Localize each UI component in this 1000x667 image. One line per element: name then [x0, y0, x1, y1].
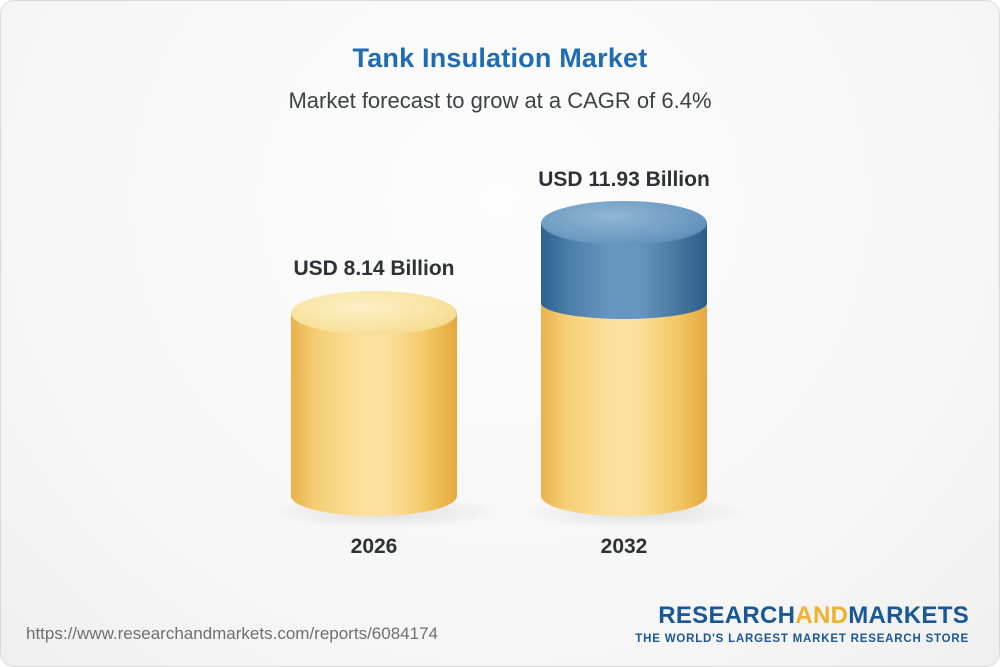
logo-tagline: THE WORLD'S LARGEST MARKET RESEARCH STOR… — [635, 633, 969, 645]
cylinder-top-2026 — [291, 291, 457, 335]
page-subtitle: Market forecast to grow at a CAGR of 6.4… — [288, 88, 712, 113]
value-label-2032: USD 11.93 Billion — [538, 168, 710, 191]
logo-word-markets: MARKETS — [848, 602, 969, 629]
value-label-2026: USD 8.14 Billion — [293, 257, 455, 280]
bar-2026-cylinder — [291, 291, 457, 516]
research-and-markets-logo: RESEARCHANDMARKETS THE WORLD'S LARGEST M… — [635, 602, 969, 645]
cylinder-top-2032 — [541, 201, 707, 245]
category-label-2026: 2026 — [350, 535, 398, 558]
logo-word-and: AND — [795, 602, 849, 629]
report-url: https://www.researchandmarkets.com/repor… — [26, 624, 438, 643]
logo-wordmark: RESEARCHANDMARKETS — [635, 602, 969, 630]
cylinder-base-segment-2032 — [541, 301, 707, 516]
cylinder-body-2026 — [291, 313, 457, 516]
page-title: Tank Insulation Market — [352, 43, 648, 73]
logo-word-research: RESEARCH — [658, 602, 796, 629]
bar-2032-cylinder — [541, 201, 707, 516]
category-label-2032: 2032 — [600, 535, 648, 558]
